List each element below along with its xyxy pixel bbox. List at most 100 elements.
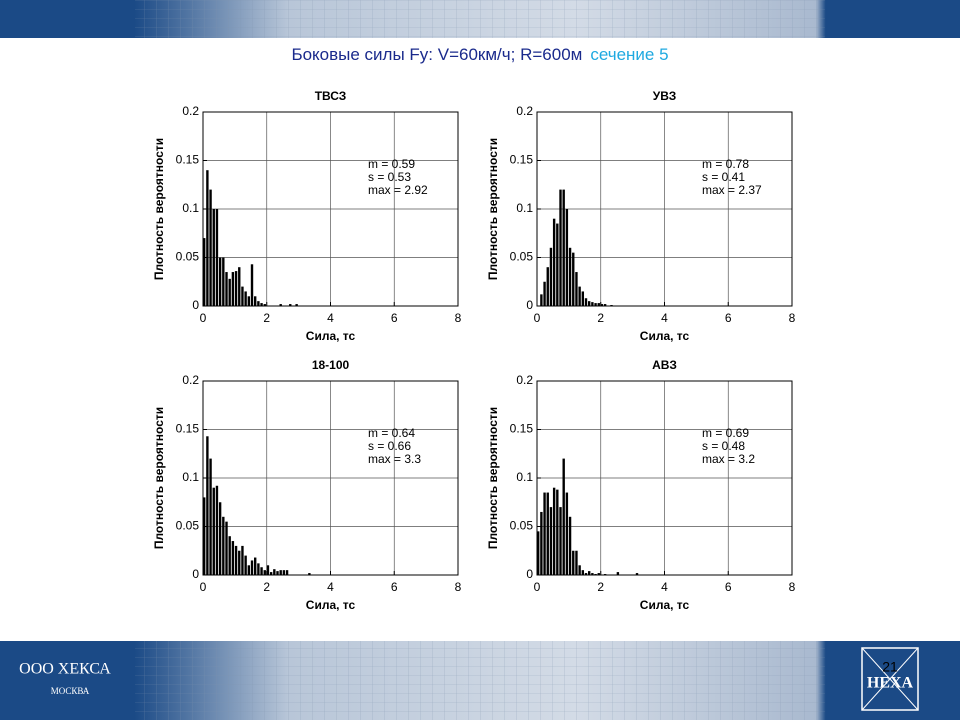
- x-tick-label: 6: [725, 580, 732, 594]
- bar: [600, 304, 604, 306]
- chart-title: АВЗ: [652, 358, 677, 372]
- bar: [584, 573, 588, 575]
- x-tick-label: 2: [263, 311, 270, 325]
- bar: [247, 296, 251, 306]
- y-tick-label: 0: [192, 298, 199, 312]
- bar: [215, 485, 219, 575]
- bar: [572, 550, 575, 575]
- bar: [282, 570, 286, 575]
- bar: [222, 257, 225, 306]
- y-tick-label: 0.1: [182, 201, 199, 215]
- y-axis-label: Плотность вероятности: [152, 407, 166, 549]
- logo: HEXA: [867, 675, 914, 692]
- plot-frame: [202, 380, 459, 576]
- y-tick-label: 0.2: [516, 104, 533, 118]
- bar: [552, 218, 556, 306]
- annotation: s = 0.41: [702, 170, 745, 184]
- bar: [241, 545, 244, 575]
- title-main: Боковые силы Fy: V=60км/ч; R=600м: [291, 45, 582, 64]
- bar: [276, 571, 279, 575]
- bar: [552, 487, 556, 575]
- bar: [549, 247, 553, 306]
- bar: [225, 272, 228, 306]
- bar: [228, 278, 231, 306]
- bar: [273, 569, 276, 575]
- y-tick-label: 0.2: [182, 373, 199, 387]
- x-axis-label: Сила, тс: [640, 598, 690, 612]
- annotation: s = 0.66: [368, 439, 411, 453]
- annotation: m = 0.69: [702, 426, 749, 440]
- bar: [250, 264, 254, 306]
- bar: [575, 550, 578, 575]
- y-tick-label: 0: [526, 298, 533, 312]
- x-tick-label: 0: [534, 580, 541, 594]
- x-tick-label: 0: [200, 311, 207, 325]
- bar: [257, 563, 260, 575]
- bar: [543, 492, 546, 575]
- header-mesh: [135, 0, 825, 38]
- bar: [260, 567, 263, 575]
- x-tick-label: 4: [327, 311, 334, 325]
- bar: [231, 272, 235, 306]
- slide-title: Боковые силы Fy: V=60км/ч; R=600м сечение…: [291, 45, 668, 64]
- bar: [250, 560, 254, 575]
- bar: [591, 573, 594, 575]
- bar: [556, 489, 559, 575]
- bar: [263, 304, 266, 306]
- x-tick-label: 6: [391, 580, 398, 594]
- y-tick-label: 0.05: [510, 250, 534, 264]
- annotation: s = 0.48: [702, 439, 745, 453]
- y-tick-label: 0.05: [176, 519, 200, 533]
- bar: [254, 557, 257, 575]
- x-tick-label: 2: [597, 311, 604, 325]
- bar: [308, 573, 311, 575]
- bar: [269, 572, 273, 575]
- bar: [588, 301, 591, 306]
- y-tick-label: 0: [192, 567, 199, 581]
- y-tick-label: 0.15: [176, 153, 200, 167]
- bar: [212, 487, 215, 575]
- x-axis-label: Сила, тс: [306, 329, 356, 343]
- bar: [266, 565, 270, 575]
- bar: [263, 570, 266, 575]
- x-tick-label: 4: [661, 311, 668, 325]
- bar: [546, 492, 549, 575]
- bar: [257, 301, 260, 306]
- bar: [572, 252, 575, 306]
- bar: [238, 267, 241, 306]
- y-tick-label: 0.2: [182, 104, 199, 118]
- x-tick-label: 8: [455, 311, 462, 325]
- y-axis-label: Плотность вероятности: [486, 407, 500, 549]
- plot-frame: [202, 111, 459, 307]
- bar: [279, 304, 282, 306]
- y-tick-label: 0.15: [176, 422, 200, 436]
- annotation: m = 0.64: [368, 426, 415, 440]
- bar: [543, 281, 546, 306]
- title-highlight: сечение 5: [590, 45, 668, 64]
- bar: [289, 304, 292, 306]
- x-tick-label: 8: [455, 580, 462, 594]
- bar: [244, 291, 247, 306]
- x-tick-label: 0: [534, 311, 541, 325]
- bar: [581, 570, 585, 575]
- x-tick-label: 2: [263, 580, 270, 594]
- x-tick-label: 8: [789, 580, 796, 594]
- x-tick-label: 6: [391, 311, 398, 325]
- bar: [575, 272, 578, 306]
- x-tick-label: 2: [597, 580, 604, 594]
- y-tick-label: 0: [526, 567, 533, 581]
- bar: [218, 502, 222, 575]
- chart-title: 18-100: [312, 358, 350, 372]
- bar: [215, 209, 219, 306]
- bar: [584, 298, 588, 306]
- annotation: max = 3.2: [702, 452, 755, 466]
- bar: [549, 507, 553, 575]
- x-tick-label: 4: [661, 580, 668, 594]
- bar: [559, 189, 562, 306]
- bar: [209, 189, 212, 306]
- bar: [581, 291, 585, 306]
- bar: [222, 516, 225, 575]
- bar: [254, 296, 257, 306]
